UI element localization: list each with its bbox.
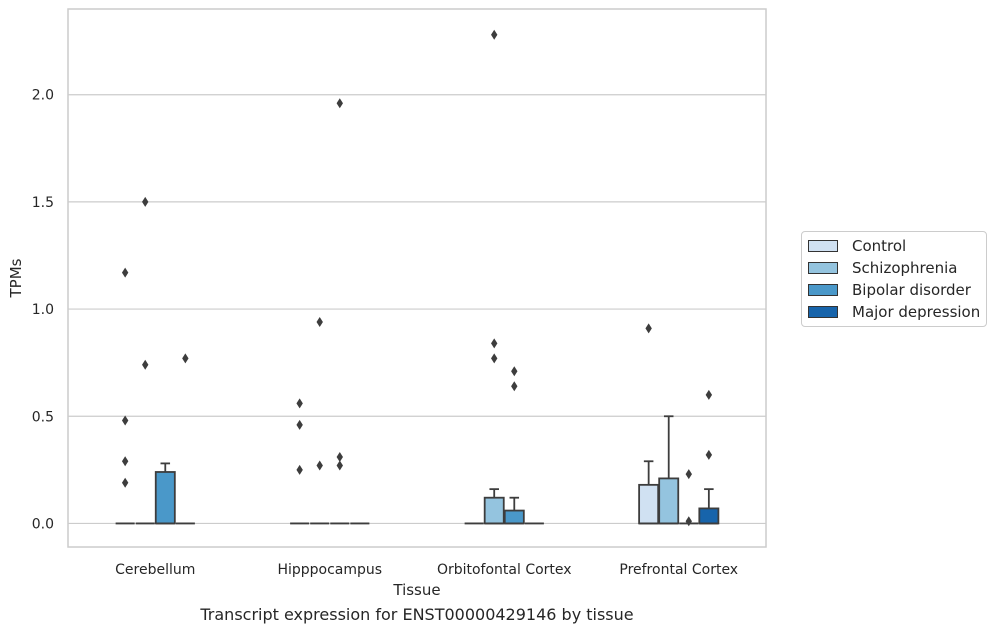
box-2-2: [503, 496, 525, 525]
outlier-point: [121, 477, 129, 488]
legend-swatch-control: [808, 240, 838, 252]
legend-item-bipolar-disorder: Bipolar disorder: [808, 280, 971, 300]
chart-caption: Transcript expression for ENST0000042914…: [200, 605, 634, 624]
y-tick-label: 0.5: [32, 409, 54, 425]
y-tick-label: 1.5: [32, 195, 54, 211]
outlier-points: [121, 29, 713, 527]
legend: Control Schizophrenia Bipolar disorder M…: [801, 231, 987, 327]
outlier-point: [296, 464, 303, 475]
outlier-point: [336, 460, 343, 471]
y-tick-label: 1.0: [32, 302, 54, 318]
outlier-point: [336, 98, 343, 109]
legend-swatch-schizophrenia: [808, 262, 838, 274]
plot-frame: [67, 8, 767, 548]
x-tick-label: Cerebellum: [115, 562, 195, 578]
x-tick-labels: Cerebellum Hipppocampus Orbitofontal Corte…: [115, 562, 738, 578]
outlier-point: [491, 338, 498, 349]
box-3-3: [698, 488, 720, 525]
gridlines: [68, 94, 766, 525]
outlier-point: [645, 323, 652, 334]
legend-label: Control: [852, 237, 907, 255]
box: [154, 471, 176, 525]
legend-swatch-bipolar-disorder: [808, 284, 838, 296]
y-tick-label: 0.0: [32, 516, 54, 532]
outlier-point: [296, 398, 303, 409]
outlier-point: [121, 415, 129, 426]
outlier-point: [142, 196, 149, 207]
y-tick-labels: 0.0 0.5 1.0 1.5 2.0: [32, 88, 54, 533]
box-3-0: [638, 460, 660, 525]
legend-item-schizophrenia: Schizophrenia: [808, 258, 957, 278]
outlier-point: [142, 359, 149, 370]
outlier-point: [491, 29, 498, 40]
box: [483, 496, 505, 525]
box-3-1: [658, 415, 680, 525]
y-tick-label: 2.0: [32, 88, 54, 104]
x-tick-label: Hipppocampus: [277, 562, 382, 578]
outlier-point: [182, 353, 189, 364]
box: [638, 483, 660, 525]
x-axis-title: Tissue: [392, 581, 440, 599]
outlier-point: [121, 456, 129, 467]
outlier-point: [705, 449, 713, 460]
box-2-1: [483, 488, 505, 525]
outlier-point: [316, 316, 323, 327]
outlier-point: [685, 469, 692, 480]
box: [698, 507, 720, 525]
legend-label: Bipolar disorder: [852, 281, 971, 299]
box-0-2: [154, 462, 176, 525]
x-tick-label: Orbitofontal Cortex: [437, 562, 572, 578]
outlier-point: [705, 389, 713, 400]
outlier-point: [685, 516, 692, 527]
outlier-point: [511, 381, 518, 392]
outlier-point: [511, 366, 518, 377]
outlier-point: [491, 353, 498, 364]
box: [658, 477, 680, 525]
legend-item-major-depression: Major depression: [808, 302, 980, 322]
y-axis-title: TPMs: [7, 258, 25, 298]
outlier-point: [121, 267, 129, 278]
legend-label: Schizophrenia: [852, 259, 958, 277]
legend-swatch-major-depression: [808, 306, 838, 318]
outlier-point: [296, 419, 303, 430]
box: [503, 509, 525, 525]
x-tick-label: Prefrontal Cortex: [619, 562, 738, 578]
boxes: [115, 415, 720, 525]
legend-label: Major depression: [852, 303, 981, 321]
outlier-point: [316, 460, 323, 471]
outlier-point: [336, 451, 343, 462]
legend-item-control: Control: [808, 236, 906, 256]
